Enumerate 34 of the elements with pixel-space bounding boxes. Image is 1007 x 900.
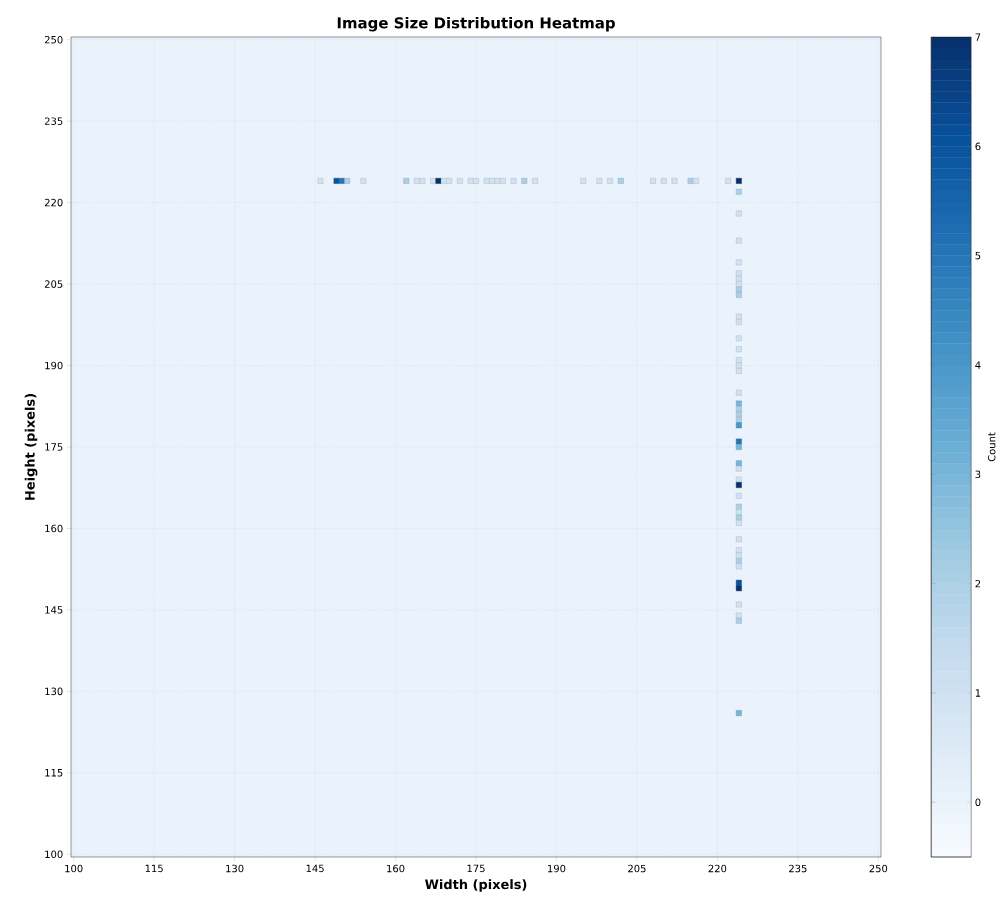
x-tick-label: 220: [708, 864, 727, 873]
x-tick-label: 160: [387, 864, 405, 873]
y-tick-label: 190: [45, 361, 63, 370]
color-bar-label: 7: [975, 33, 981, 41]
y-tick-label: 175: [45, 443, 63, 451]
y-tick-label: 115: [45, 769, 63, 777]
color-bar-label: 2: [975, 579, 981, 588]
color-bar-label: 6: [975, 142, 981, 151]
color-bar-title: Count: [987, 432, 996, 462]
x-tick-label: 205: [628, 864, 646, 873]
x-axis-title: Width (pixels): [425, 879, 527, 892]
color-bar-label: 3: [975, 470, 981, 479]
y-tick-label: 160: [45, 524, 63, 533]
y-tick-label: 130: [45, 687, 63, 696]
color-bar-label: 4: [975, 361, 981, 369]
x-tick-label: 235: [789, 864, 807, 873]
x-tick-label: 145: [306, 864, 324, 873]
x-tick-label: 130: [226, 864, 244, 873]
y-tick-label: 235: [44, 117, 63, 125]
color-bar-label: 1: [975, 689, 981, 697]
color-bar-label: 0: [975, 798, 981, 807]
x-tick-label: 175: [467, 864, 485, 873]
y-tick-label: 250: [44, 35, 63, 44]
y-tick-label: 220: [44, 198, 63, 207]
x-tick-label: 250: [869, 864, 888, 873]
y-tick-label: 145: [45, 606, 63, 614]
chart-title: Image Size Distribution Heatmap: [337, 16, 615, 32]
y-tick-label: 100: [45, 850, 63, 859]
color-bar-label: 5: [975, 251, 981, 260]
y-tick-label: 205: [44, 280, 63, 288]
x-tick-label: 100: [65, 864, 83, 873]
x-tick-label: 190: [548, 864, 566, 873]
y-axis-title: Height (pixels): [24, 394, 38, 500]
x-tick-label: 115: [145, 864, 163, 873]
